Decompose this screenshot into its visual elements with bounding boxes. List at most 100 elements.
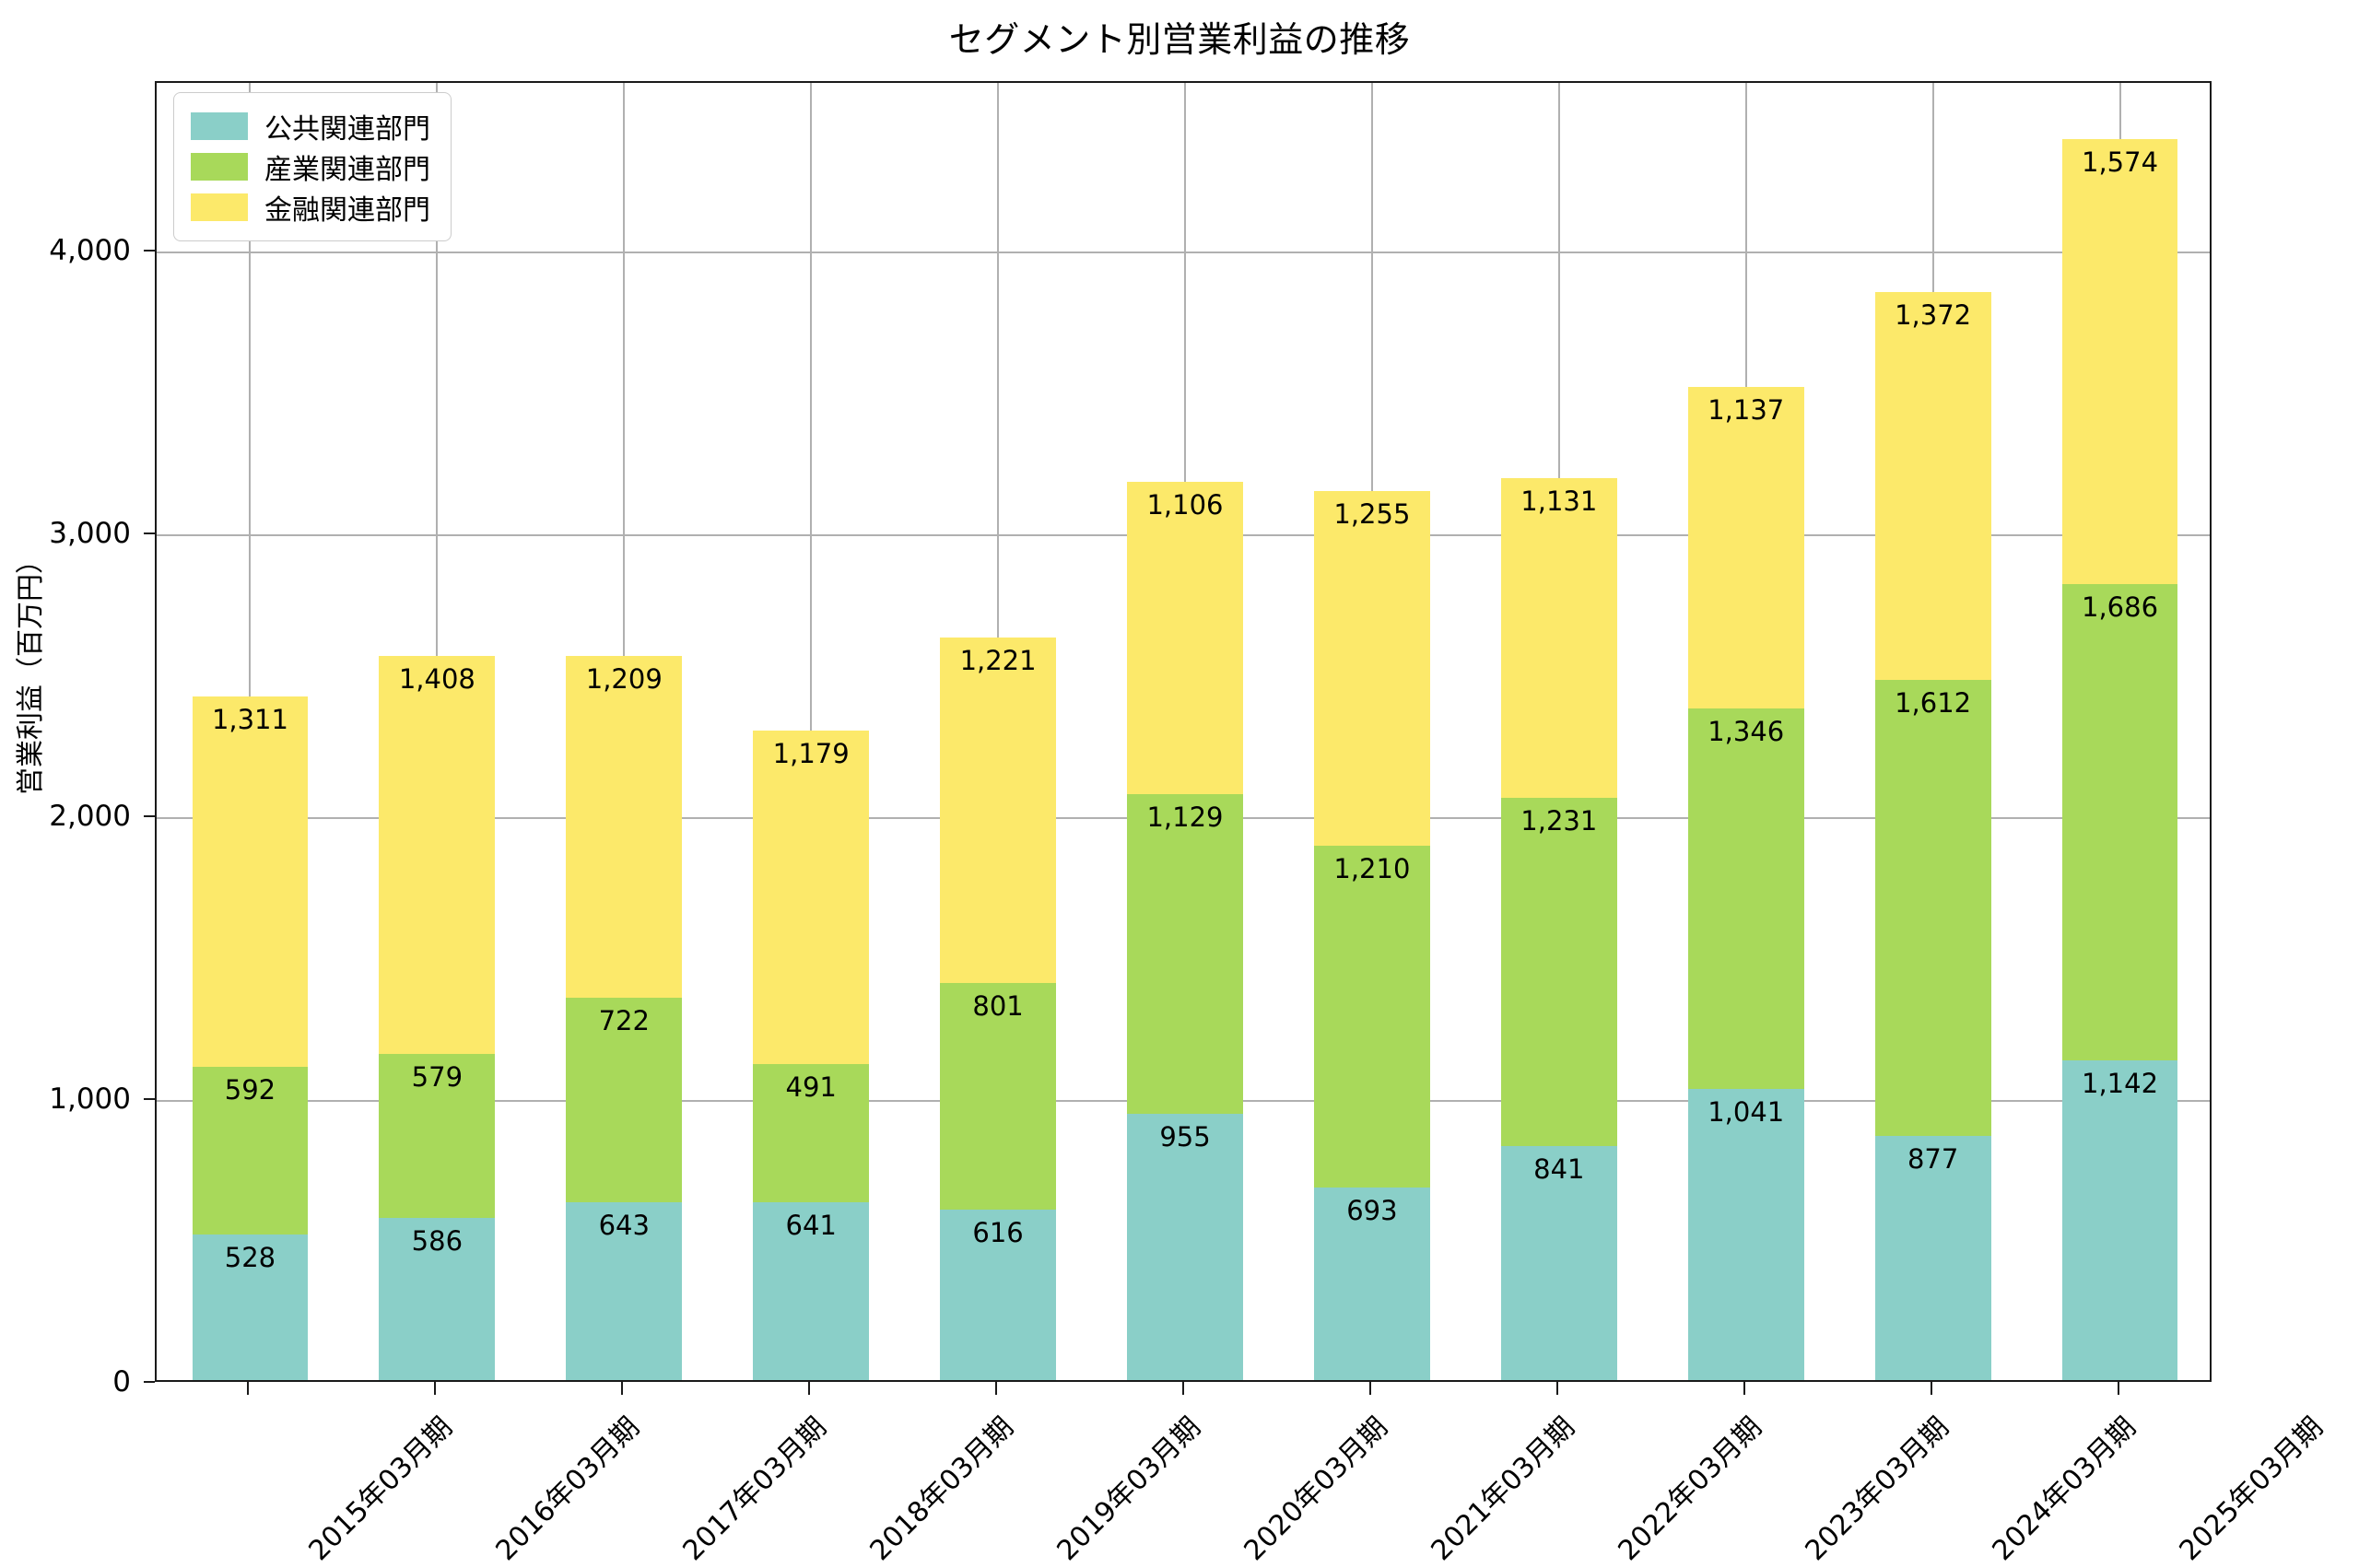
bar-segment[interactable] bbox=[940, 1209, 1056, 1380]
x-tick-mark bbox=[1930, 1382, 1932, 1395]
bar-value-label: 1,311 bbox=[211, 703, 288, 735]
bar-value-label: 1,372 bbox=[1895, 298, 1972, 331]
y-tick-label: 1,000 bbox=[49, 1082, 131, 1117]
bar-segment[interactable] bbox=[2061, 583, 2178, 1061]
legend-item[interactable]: 産業関連部門 bbox=[191, 146, 430, 187]
bar-value-label: 1,209 bbox=[585, 662, 663, 695]
y-tick-label: 4,000 bbox=[49, 234, 131, 268]
bar-segment[interactable] bbox=[1314, 1188, 1430, 1380]
bar-segment[interactable] bbox=[1314, 490, 1430, 846]
x-tick-label: 2024年03月期 bbox=[1986, 1410, 2142, 1568]
legend-item-label: 産業関連部門 bbox=[264, 154, 430, 186]
bar-value-label: 1,612 bbox=[1895, 686, 1972, 719]
bar-segment[interactable] bbox=[192, 1067, 309, 1235]
bar-value-label: 1,142 bbox=[2082, 1068, 2159, 1100]
bar-segment[interactable] bbox=[566, 998, 683, 1202]
bar-segment[interactable] bbox=[1687, 387, 1804, 709]
bar-value-label: 1,221 bbox=[959, 645, 1037, 677]
y-tick-label: 3,000 bbox=[49, 517, 131, 551]
bar-value-label: 801 bbox=[972, 990, 1024, 1023]
bar-segment[interactable] bbox=[379, 1054, 496, 1219]
x-tick-label: 2019年03月期 bbox=[1050, 1410, 1208, 1568]
bar-value-label: 1,129 bbox=[1146, 802, 1224, 834]
y-tick-mark bbox=[144, 815, 155, 818]
bar-segment[interactable] bbox=[192, 696, 309, 1068]
bar-segment[interactable] bbox=[1500, 1145, 1617, 1380]
bar-segment[interactable] bbox=[1127, 794, 1243, 1114]
bar-segment[interactable] bbox=[566, 655, 683, 998]
bar-value-label: 955 bbox=[1159, 1120, 1211, 1153]
bar-value-label: 877 bbox=[1907, 1142, 1959, 1175]
bar-value-label: 579 bbox=[411, 1061, 464, 1094]
bar-segment[interactable] bbox=[379, 656, 496, 1055]
x-tick-mark bbox=[247, 1382, 250, 1395]
bar-segment[interactable] bbox=[566, 1201, 683, 1380]
y-tick-mark bbox=[144, 1381, 155, 1383]
bar-segment[interactable] bbox=[753, 730, 870, 1064]
bar-value-label: 1,255 bbox=[1333, 497, 1411, 530]
bar-value-label: 592 bbox=[224, 1074, 276, 1106]
bar-segment[interactable] bbox=[1874, 291, 1991, 680]
bar-segment[interactable] bbox=[1500, 797, 1617, 1146]
bar-segment[interactable] bbox=[379, 1218, 496, 1380]
bar-segment[interactable] bbox=[753, 1063, 870, 1203]
plot-inner: 528 592 1,311 586 579 1,408 643 722 1,209 641 491 1… bbox=[157, 83, 2210, 1380]
bar-value-label: 1,574 bbox=[2082, 146, 2159, 178]
bar-value-label: 586 bbox=[411, 1225, 464, 1258]
legend-item[interactable]: 金融関連部門 bbox=[191, 187, 430, 228]
x-tick-label: 2020年03月期 bbox=[1238, 1410, 1394, 1568]
x-tick-mark bbox=[434, 1382, 437, 1395]
x-tick-mark bbox=[995, 1382, 998, 1395]
legend-item[interactable]: 公共関連部門 bbox=[191, 106, 430, 146]
chart-title: セグメント別営業利益の推移 bbox=[948, 19, 1411, 60]
bar-segment[interactable] bbox=[1314, 845, 1430, 1188]
x-tick-label: 2018年03月期 bbox=[863, 1410, 1021, 1568]
bar-segment[interactable] bbox=[1874, 679, 1991, 1136]
legend-swatch-icon bbox=[191, 153, 248, 181]
chart-legend[interactable]: 公共関連部門 産業関連部門 金融関連部門 bbox=[173, 92, 452, 241]
x-tick-label: 2015年03月期 bbox=[303, 1410, 460, 1568]
gridline-horizontal bbox=[157, 252, 2210, 254]
bar-value-label: 528 bbox=[224, 1241, 276, 1273]
bar-segment[interactable] bbox=[940, 983, 1056, 1210]
bar-segment[interactable] bbox=[192, 1234, 309, 1380]
y-tick-mark bbox=[144, 250, 155, 252]
bar-value-label: 641 bbox=[785, 1210, 837, 1242]
y-tick-mark bbox=[144, 1098, 155, 1101]
y-axis-label: 営業利益（百万円） bbox=[15, 546, 47, 795]
bar-segment[interactable] bbox=[1687, 1089, 1804, 1380]
x-tick-label: 2023年03月期 bbox=[1799, 1410, 1955, 1568]
bar-segment[interactable] bbox=[1687, 708, 1804, 1090]
x-tick-mark bbox=[1368, 1382, 1371, 1395]
bar-value-label: 1,686 bbox=[2082, 591, 2159, 623]
bar-value-label: 616 bbox=[972, 1216, 1024, 1248]
y-tick-label: 0 bbox=[112, 1365, 131, 1398]
x-tick-label: 2016年03月期 bbox=[489, 1410, 647, 1568]
bar-segment[interactable] bbox=[2061, 1060, 2178, 1380]
bar-value-label: 1,131 bbox=[1520, 485, 1598, 517]
legend-item-label: 金融関連部門 bbox=[264, 194, 430, 227]
bar-segment[interactable] bbox=[2061, 138, 2178, 584]
bar-value-label: 491 bbox=[785, 1071, 837, 1103]
bar-segment[interactable] bbox=[753, 1202, 870, 1380]
bar-value-label: 841 bbox=[1533, 1153, 1585, 1185]
bar-value-label: 1,346 bbox=[1708, 716, 1785, 748]
plot-area: 528 592 1,311 586 579 1,408 643 722 1,209 641 491 1… bbox=[155, 81, 2212, 1382]
bar-value-label: 1,210 bbox=[1333, 852, 1411, 884]
bar-segment[interactable] bbox=[1127, 481, 1243, 795]
x-tick-label: 2017年03月期 bbox=[676, 1410, 834, 1568]
x-tick-label: 2022年03月期 bbox=[1612, 1410, 1768, 1568]
y-tick-mark bbox=[144, 532, 155, 535]
x-tick-mark bbox=[1743, 1382, 1745, 1395]
x-tick-mark bbox=[808, 1382, 811, 1395]
legend-item-label: 公共関連部門 bbox=[264, 113, 430, 146]
bar-value-label: 1,106 bbox=[1146, 488, 1224, 521]
x-tick-label: 2021年03月期 bbox=[1425, 1410, 1581, 1568]
bar-value-label: 1,137 bbox=[1708, 394, 1785, 427]
bar-segment[interactable] bbox=[1500, 477, 1617, 798]
bar-segment[interactable] bbox=[940, 638, 1056, 984]
bar-segment[interactable] bbox=[1127, 1113, 1243, 1380]
bar-segment[interactable] bbox=[1874, 1135, 1991, 1380]
bar-value-label: 1,408 bbox=[398, 663, 475, 696]
